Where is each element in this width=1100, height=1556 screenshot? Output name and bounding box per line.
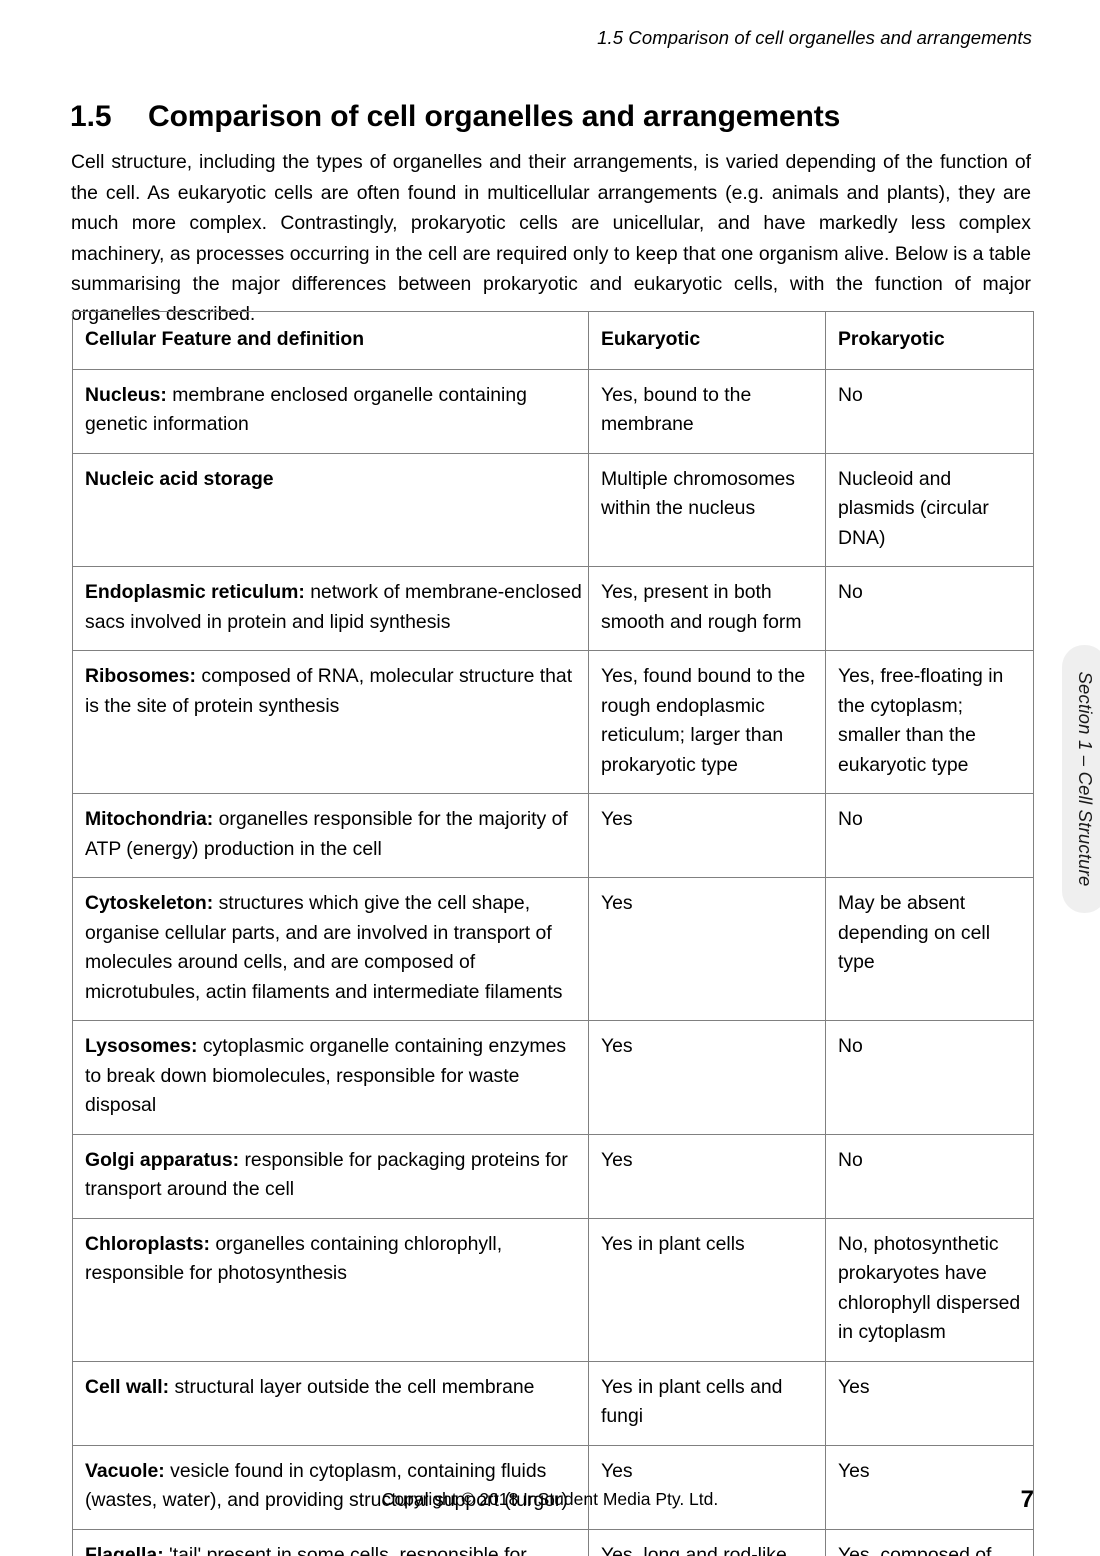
cell-feature: Nucleic acid storage [72,452,589,567]
cell-eukaryotic: Yes, long and rod-like, composed of mult… [588,1528,826,1556]
cell-prokaryotic: No [825,1020,1034,1135]
feature-definition: 'tail' present in some cells, responsibl… [169,1543,527,1556]
feature-definition: vesicle found in cytoplasm, containing f… [85,1459,568,1512]
page-title: 1.5 Comparison of cell organelles and arr… [70,100,1040,134]
cell-eukaryotic: Yes, bound to the membrane [588,368,826,454]
cell-prokaryotic: No, photosynthetic prokaryotes have chlo… [825,1217,1034,1362]
table-row: Golgi apparatus: responsible for packagi… [72,1133,1034,1219]
feature-term: Golgi apparatus: [85,1148,240,1171]
cell-eukaryotic: Yes [588,1444,826,1530]
cell-eukaryotic: Yes, found bound to the rough endoplasmi… [588,650,826,794]
comparison-table: Cellular Feature and definition Eukaryot… [72,311,1034,1556]
footer-copyright: Copyright © 2018 InStudent Media Pty. Lt… [381,1489,719,1509]
cell-eukaryotic: Yes, present in both smooth and rough fo… [588,566,826,651]
cell-prokaryotic: May be absent depending on cell type [825,877,1034,1021]
table-row: Cytoskeleton: structures which give the … [72,877,1034,1021]
feature-term: Vacuole: [85,1459,165,1482]
feature-definition: responsible for packaging proteins for t… [85,1148,568,1201]
feature-term: Mitochondria: [85,808,214,830]
table-row: Lysosomes: cytoplasmic organelle contain… [72,1020,1034,1135]
cell-prokaryotic: Nucleoid and plasmids (circular DNA) [825,452,1034,567]
feature-definition: cytoplasmic organelle containing enzymes… [85,1035,567,1116]
cell-prokaryotic: Yes [825,1360,1034,1446]
cell-eukaryotic: Yes [588,793,826,878]
cell-eukaryotic: Yes [588,1020,826,1135]
cell-feature: Ribosomes: composed of RNA, molecular st… [72,650,589,794]
table-row: Endoplasmic reticulum: network of membra… [72,566,1034,651]
feature-definition: membrane enclosed organelle containing g… [85,383,527,436]
table-row: Nucleus: membrane enclosed organelle con… [72,368,1034,454]
cell-prokaryotic: Yes [825,1444,1034,1530]
section-number: 1.5 [70,100,112,134]
comparison-table-wrapper: Cellular Feature and definition Eukaryot… [72,311,1034,1556]
table-row: Nucleic acid storage Multiple chromosomes… [72,452,1034,567]
feature-term: Nucleus: [85,383,167,406]
cell-prokaryotic: Yes, free-floating in the cytoplasm; sma… [825,650,1034,794]
table-body: Nucleus: membrane enclosed organelle con… [72,368,1034,1556]
feature-definition: composed of RNA, molecular structure tha… [85,665,573,717]
table-header-row: Cellular Feature and definition Eukaryot… [72,311,1034,370]
feature-definition: structural layer outside the cell membra… [169,1375,535,1398]
feature-term: Cytoskeleton: [85,892,214,914]
table-row: Mitochondria: organelles responsible for… [72,793,1034,878]
column-header-prokaryotic: Prokaryotic [825,311,1034,370]
feature-definition: structures which give the cell shape, or… [85,892,563,1003]
intro-paragraph: Cell structure, including the types of o… [71,151,1031,326]
cell-feature: Cell wall: structural layer outside the … [72,1360,589,1446]
feature-term: Endoplasmic reticulum: [85,581,305,603]
section-title-text: Comparison of cell organelles and arrang… [148,100,841,134]
cell-prokaryotic: No [825,566,1034,651]
cell-feature: Mitochondria: organelles responsible for… [72,793,589,878]
feature-term: Nucleic acid storage [85,467,274,490]
column-header-eukaryotic: Eukaryotic [588,311,826,370]
feature-definition: organelles containing chlorophyll, respo… [85,1232,503,1285]
cell-eukaryotic: Multiple chromosomes within the nucleus [588,452,826,567]
feature-term: Lysosomes: [85,1035,198,1057]
cell-feature: Lysosomes: cytoplasmic organelle contain… [72,1020,589,1135]
feature-term: Ribosomes: [85,665,196,687]
table-row: Ribosomes: composed of RNA, molecular st… [72,650,1034,794]
feature-definition: network of membrane-enclosed sacs involv… [85,581,582,633]
running-header: 1.5 Comparison of cell organelles and ar… [597,27,1032,48]
cell-eukaryotic: Yes [588,877,826,1021]
cell-eukaryotic: Yes in plant cells and fungi [588,1360,826,1446]
feature-term: Cell wall: [85,1375,170,1398]
table-row: Vacuole: vesicle found in cytoplasm, con… [72,1444,1034,1530]
table-row: Cell wall: structural layer outside the … [72,1360,1034,1446]
cell-feature: Chloroplasts: organelles containing chlo… [72,1217,589,1362]
column-header-feature: Cellular Feature and definition [72,311,589,370]
table-row: Flagella: 'tail' present in some cells, … [72,1528,1034,1556]
feature-term: Flagella: [85,1543,164,1556]
cell-feature: Nucleus: membrane enclosed organelle con… [72,368,589,454]
feature-definition: organelles responsible for the majority … [85,808,568,860]
cell-feature: Cytoskeleton: structures which give the … [72,877,589,1021]
section-side-tab: Section 1 – Cell Structure [1062,645,1100,913]
cell-prokaryotic: Yes, composed of one fibre, sub-microsco… [825,1528,1034,1556]
cell-eukaryotic: Yes in plant cells [588,1217,826,1362]
cell-feature: Endoplasmic reticulum: network of membra… [72,566,589,651]
cell-feature: Vacuole: vesicle found in cytoplasm, con… [72,1444,589,1530]
cell-feature: Flagella: 'tail' present in some cells, … [72,1528,589,1556]
cell-eukaryotic: Yes [588,1133,826,1219]
cell-feature: Golgi apparatus: responsible for packagi… [72,1133,589,1219]
cell-prokaryotic: No [825,1133,1034,1219]
section-side-tab-label: Section 1 – Cell Structure [1074,671,1096,887]
cell-prokaryotic: No [825,368,1034,454]
table-row: Chloroplasts: organelles containing chlo… [72,1217,1034,1362]
feature-term: Chloroplasts: [85,1232,210,1255]
footer-page-number: 7 [1020,1486,1034,1513]
cell-prokaryotic: No [825,793,1034,878]
